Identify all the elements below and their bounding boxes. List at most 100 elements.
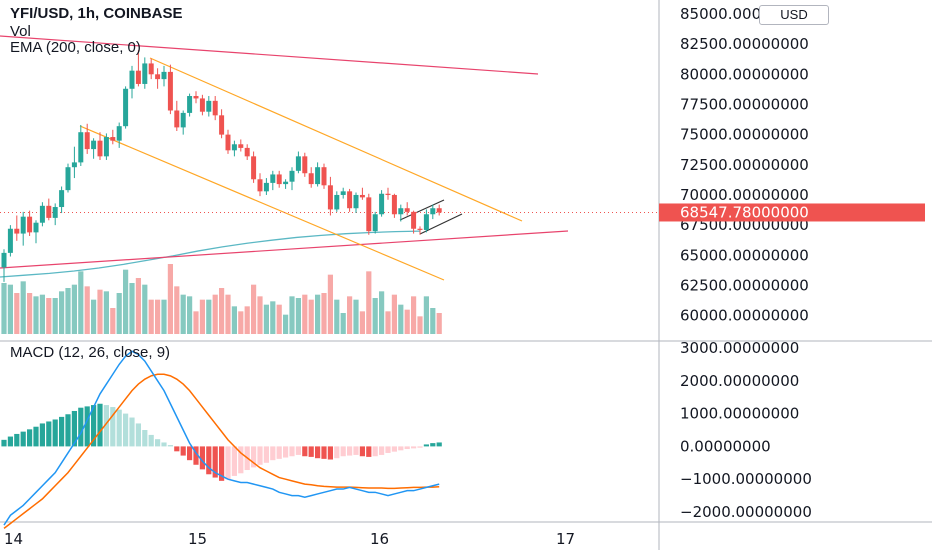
candle-body xyxy=(295,156,301,171)
macd-histogram-bar xyxy=(123,413,129,447)
flag-lower-line[interactable] xyxy=(419,213,463,235)
candle-body xyxy=(148,63,154,75)
flag-upper-line[interactable] xyxy=(399,199,445,221)
candle-body xyxy=(167,71,173,111)
macd-histogram-bar xyxy=(103,405,109,447)
candle xyxy=(295,151,301,174)
macd-histogram-bar xyxy=(91,405,97,447)
candle xyxy=(187,93,193,117)
volume-bar xyxy=(135,278,141,334)
macd-tick-label: −1000.00000000 xyxy=(680,470,812,488)
candle xyxy=(411,210,417,234)
volume-bar xyxy=(263,304,269,334)
candle xyxy=(372,211,378,234)
macd-histogram-bar xyxy=(289,446,295,457)
macd-histogram-bar xyxy=(315,446,321,459)
candle xyxy=(321,163,327,189)
macd-histogram-bar xyxy=(423,444,429,447)
macd-histogram-bar xyxy=(20,431,26,447)
volume-bar xyxy=(244,306,250,334)
channel-lower-line[interactable] xyxy=(79,125,445,281)
price-tick-label: 80000.00000000 xyxy=(680,65,809,83)
candle-body xyxy=(391,194,397,215)
lower-trendline[interactable] xyxy=(0,230,569,269)
candle-body xyxy=(321,167,327,186)
macd-histogram-bar xyxy=(116,409,122,447)
macd-histogram-bar xyxy=(308,446,314,457)
candle-body xyxy=(379,193,385,215)
currency-selector[interactable]: USD xyxy=(759,5,829,25)
macd-histogram-bar xyxy=(225,446,231,480)
macd-histogram-bar xyxy=(39,423,45,447)
candle-body xyxy=(302,156,308,174)
time-tick-label: 14 xyxy=(4,530,23,548)
volume-bar xyxy=(110,308,116,334)
macd-tick-label: −2000.00000000 xyxy=(680,503,812,521)
volume-bar xyxy=(59,291,65,334)
candle-body xyxy=(347,191,353,209)
macd-histogram-bar xyxy=(238,446,244,474)
candle-body xyxy=(59,190,65,208)
ema-legend[interactable]: EMA (200, close, 0) xyxy=(10,39,141,56)
channel-upper-line[interactable] xyxy=(149,57,523,222)
candle-body xyxy=(84,132,90,150)
macd-histogram-bar xyxy=(334,446,340,459)
macd-histogram-bar xyxy=(110,407,116,447)
time-axis[interactable]: 14 15 16 17 xyxy=(4,530,575,548)
volume-bar xyxy=(334,299,340,334)
candle xyxy=(417,226,423,235)
macd-histogram-bar xyxy=(417,446,423,448)
trend-drawings[interactable] xyxy=(0,35,659,281)
price-tick-label: 82500.00000000 xyxy=(680,35,809,53)
symbol-legend[interactable]: YFI/USD, 1h, COINBASE xyxy=(10,5,183,22)
macd-histogram-bar xyxy=(359,446,365,457)
volume-bar xyxy=(270,301,276,334)
upper-trendline[interactable] xyxy=(0,35,539,75)
macd-histogram-bar xyxy=(84,406,90,447)
volume-bar xyxy=(379,291,385,334)
candle-body xyxy=(193,96,199,99)
candle-body xyxy=(398,208,404,215)
candle xyxy=(142,57,148,89)
candle-body xyxy=(78,132,84,163)
macd-tick-label: 3000.00000000 xyxy=(680,339,799,357)
candle xyxy=(219,109,225,139)
candle xyxy=(353,192,359,214)
volume-legend[interactable]: Vol xyxy=(10,23,31,40)
volume-bar xyxy=(27,293,33,334)
volume-bar xyxy=(212,294,218,334)
candle-body xyxy=(411,211,417,229)
macd-legend[interactable]: MACD (12, 26, close, 9) xyxy=(10,344,171,361)
candle-body xyxy=(27,216,33,233)
volume-bar xyxy=(7,284,13,334)
macd-axis[interactable]: 3000.00000000 2000.00000000 1000.00000000 0… xyxy=(680,339,812,521)
candle-body xyxy=(366,197,372,232)
candle-body xyxy=(423,214,429,230)
volume-bar xyxy=(372,298,378,334)
volume-bar xyxy=(78,271,84,334)
candle-body xyxy=(123,88,129,127)
candle xyxy=(257,173,263,197)
candle xyxy=(1,249,7,282)
volume-bar xyxy=(404,309,410,334)
price-axis[interactable]: 85000.0000000082500.0000000080000.000000… xyxy=(659,5,925,325)
candle-body xyxy=(327,185,333,210)
volume-bar xyxy=(52,298,58,334)
volume-bar xyxy=(366,271,372,334)
macd-histogram-bar xyxy=(135,423,141,447)
volume-bar xyxy=(238,311,244,334)
volume-bar xyxy=(417,316,423,334)
macd-histogram-bar xyxy=(436,442,442,447)
volume-bar xyxy=(257,296,263,334)
candle-body xyxy=(212,100,218,116)
time-tick-label: 16 xyxy=(370,530,389,548)
macd-histogram-bar xyxy=(59,416,65,447)
macd-histogram-bar xyxy=(27,429,33,447)
volume-bar xyxy=(423,296,429,334)
macd-histogram-bar xyxy=(302,446,308,457)
macd-histogram-bar xyxy=(398,446,404,451)
candle xyxy=(436,204,442,216)
candle-body xyxy=(103,137,109,157)
macd-histogram-bar xyxy=(263,446,269,463)
